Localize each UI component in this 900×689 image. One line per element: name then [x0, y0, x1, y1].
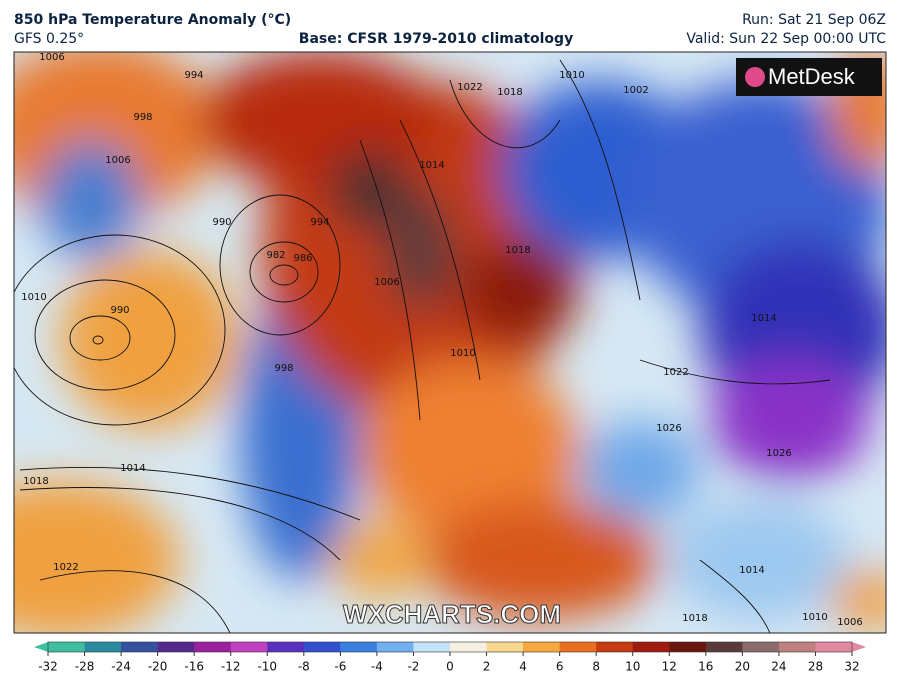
colorbar-tick-label: -20 — [148, 660, 168, 674]
colorbar-segment — [559, 642, 597, 652]
colorbar-tick-label: 16 — [698, 660, 713, 674]
colorbar-tick-label: 28 — [808, 660, 823, 674]
isobar-label: 1006 — [105, 155, 130, 166]
model: GFS 0.25° — [14, 31, 84, 47]
colorbar-segment — [596, 642, 634, 652]
colorbar-tick-label: 20 — [735, 660, 750, 674]
isobar-label: 1014 — [751, 313, 776, 324]
colorbar-tick-label: 12 — [662, 660, 677, 674]
isobar-label: 1006 — [374, 277, 399, 288]
colorbar-segment — [450, 642, 488, 652]
colorbar-segment — [523, 642, 561, 652]
isobar-label: 1018 — [497, 87, 522, 98]
map: MetDesk WXCHARTS.COM — [14, 52, 886, 633]
colorbar-segment — [486, 642, 524, 652]
isobar-label: 1006 — [837, 617, 862, 628]
colorbar-tick-label: 24 — [771, 660, 786, 674]
valid: Valid: Sun 22 Sep 00:00 UTC — [686, 31, 886, 47]
colorbar-segment — [84, 642, 122, 652]
isobar-label: 1026 — [656, 423, 681, 434]
colorbar-tick-label: -16 — [184, 660, 204, 674]
colorbar-segment — [815, 642, 853, 652]
isobar-label: 1010 — [802, 612, 827, 623]
colorbar-segment — [705, 642, 743, 652]
isobar-label: 1022 — [457, 82, 482, 93]
colorbar: -32 -28 -24 -20 -16 -12 -10 -8 -6 -4 -2 0 2 4 6 8 10 12 16… — [34, 641, 866, 674]
colorbar-segment — [742, 642, 780, 652]
colorbar-tick-label: -24 — [111, 660, 131, 674]
isobar-label: 1018 — [682, 613, 707, 624]
colorbar-segment — [376, 642, 414, 652]
colorbar-segment — [669, 642, 707, 652]
colorbar-segment — [303, 642, 341, 652]
isobar-label: 1018 — [23, 476, 48, 487]
colorbar-tick-label: 0 — [446, 660, 454, 674]
colorbar-tick-label: -4 — [371, 660, 383, 674]
colorbar-segment — [340, 642, 378, 652]
isobars — [14, 59, 831, 633]
colorbar-tick-label: -8 — [298, 660, 310, 674]
colorbar-tick-label: -2 — [407, 660, 419, 674]
colorbar-tick-label: -6 — [334, 660, 346, 674]
colorbar-segment — [413, 642, 451, 652]
base: Base: CFSR 1979-2010 climatology — [299, 31, 573, 47]
colorbar-tick-label: 32 — [844, 660, 859, 674]
colorbar-tick-label: -32 — [38, 660, 58, 674]
colorbar-segment — [632, 642, 670, 652]
colorbar-segment — [230, 642, 268, 652]
isobar-label: 1018 — [505, 245, 530, 256]
logo: MetDesk — [768, 64, 856, 89]
colorbar-segment — [267, 642, 305, 652]
isobar-label: 990 — [212, 217, 231, 228]
colorbar-tick-label: 6 — [556, 660, 564, 674]
isobar-label: 998 — [133, 112, 152, 123]
isobar-label: 1006 — [39, 52, 64, 63]
isobar-label: 1014 — [739, 565, 764, 576]
colorbar-tick-label: 8 — [592, 660, 600, 674]
isobar-label: 1026 — [766, 448, 791, 459]
map-frame — [13, 51, 887, 634]
colorbar-tick-label: 10 — [625, 660, 640, 674]
colorbar-segment — [157, 642, 195, 652]
title: 850 hPa Temperature Anomaly (°C) — [14, 12, 291, 28]
isobar-label: 1002 — [623, 85, 648, 96]
watermark: WXCHARTS.COM — [343, 599, 561, 629]
colorbar-tick-label: -28 — [75, 660, 95, 674]
colorbar-tick-label: -10 — [257, 660, 277, 674]
isobar-label: 994 — [184, 70, 203, 81]
colorbar-tick-label: 2 — [483, 660, 491, 674]
isobar-label: 1014 — [419, 160, 444, 171]
isobar-label: 998 — [274, 363, 293, 374]
isobar-label: 1014 — [120, 463, 145, 474]
isobar-label: 990 — [110, 305, 129, 316]
run: Run: Sat 21 Sep 06Z — [742, 12, 886, 28]
isobar-label: 1010 — [21, 292, 46, 303]
colorbar-tick-label: 4 — [519, 660, 527, 674]
isobar-label: 1010 — [559, 70, 584, 81]
colorbar-segment — [48, 642, 86, 652]
colorbar-end — [852, 642, 866, 652]
isobar-label: 994 — [310, 217, 329, 228]
isobar-label: 1022 — [663, 367, 688, 378]
isobar-label: 1010 — [450, 348, 475, 359]
isobar-label: 1022 — [53, 562, 78, 573]
colorbar-segment — [194, 642, 232, 652]
colorbar-segment — [121, 642, 159, 652]
colorbar-segment — [778, 642, 816, 652]
isobar-label: 982 — [266, 250, 285, 261]
logo-icon — [745, 67, 765, 87]
colorbar-tick-label: -12 — [221, 660, 241, 674]
anomaly-field — [14, 52, 886, 633]
isobar-label: 986 — [293, 253, 312, 264]
colorbar-end — [34, 642, 48, 652]
isobar-labels: 1006 994 998 1006 1022 1018 1010 1002 1014 990 982… — [21, 52, 862, 628]
